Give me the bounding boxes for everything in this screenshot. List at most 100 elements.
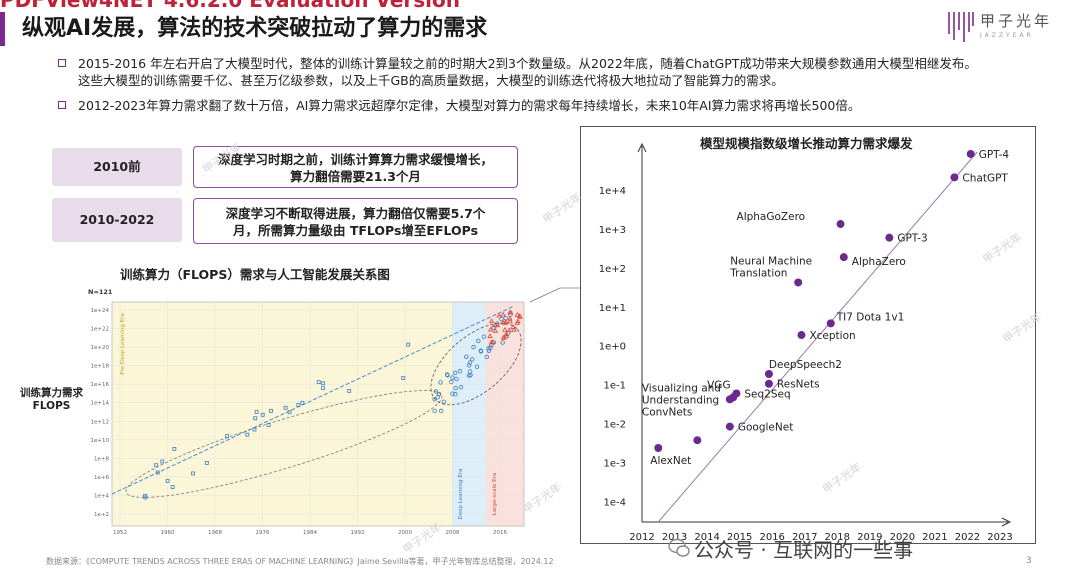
left-y-tick: 1e+18 xyxy=(91,364,110,370)
y-tick-label: 1e-2 xyxy=(604,420,627,431)
left-y-tick: 1e+6 xyxy=(94,475,109,481)
y-tick-label: 1e+0 xyxy=(599,342,626,353)
data-point xyxy=(725,395,734,404)
left-chart-marker xyxy=(503,333,510,339)
page-number: 3 xyxy=(1026,556,1032,566)
left-chart-marker xyxy=(449,379,454,385)
left-y-tick: 1e+16 xyxy=(91,382,110,388)
left-chart-marker xyxy=(401,376,406,381)
y-tick-label: 1e+4 xyxy=(599,186,626,197)
era-label: Deep Learning Era xyxy=(458,469,464,520)
data-point-label: GPT-3 xyxy=(897,233,927,245)
data-point-label: ChatGPT xyxy=(962,172,1008,184)
logo-subtext: JAZZYEAR xyxy=(980,32,1034,39)
left-y-tick: 1e+14 xyxy=(91,401,110,407)
left-chart-marker xyxy=(471,344,476,350)
data-point-label: AlphaGoZero xyxy=(737,211,806,223)
chart-connector-line xyxy=(529,287,584,303)
left-y-tick: 1e+10 xyxy=(91,438,110,444)
left-chart-marker xyxy=(406,342,411,347)
right-chart-title: 模型规模指数级增长推动算力需求爆发 xyxy=(700,136,913,151)
left-y-tick: 1e+20 xyxy=(91,345,110,351)
data-point xyxy=(885,233,894,242)
data-point-label: Seq2Seq xyxy=(744,388,790,400)
era-desc-line: 月，所需算力量级由 TFLOPs增至EFLOPs xyxy=(232,223,479,238)
wechat-account-label: 公众号 · 互联网的一些事 xyxy=(694,538,914,562)
data-point-label: AlphaZero xyxy=(852,256,906,268)
wechat-icon xyxy=(668,538,690,557)
left-chart-marker xyxy=(453,386,458,391)
era-tag-pre-2010: 2010前 xyxy=(52,148,182,186)
logo-mark-icon xyxy=(948,12,974,42)
left-chart-marker xyxy=(496,312,502,318)
left-x-tick: 2016 xyxy=(493,530,507,536)
left-chart-marker xyxy=(433,389,439,394)
left-x-tick: 1960 xyxy=(161,530,175,536)
left-chart-marker xyxy=(450,375,455,380)
left-chart-marker xyxy=(494,322,501,328)
bullet-text: 2015-2016 年左右开启了大模型时代，整体的训练计算量较之前的时期大2到3… xyxy=(78,56,977,71)
left-chart-marker xyxy=(487,326,494,332)
trend-line xyxy=(657,151,978,523)
data-point xyxy=(764,370,773,378)
y-tick-label: 1e-4 xyxy=(604,498,627,509)
left-chart-marker xyxy=(490,339,496,344)
y-tick-label: 1e+1 xyxy=(599,303,626,314)
left-chart-marker xyxy=(454,376,459,382)
left-chart-marker xyxy=(511,326,517,332)
left-chart-marker xyxy=(253,416,258,421)
y-tick-label: 1e-3 xyxy=(604,459,627,470)
logo-text: 甲子光年 xyxy=(980,12,1053,30)
left-chart-marker xyxy=(436,391,442,397)
data-point xyxy=(725,422,734,431)
y-tick-label: 1e+3 xyxy=(599,225,626,236)
data-point xyxy=(950,173,959,182)
left-x-tick: 1952 xyxy=(113,530,127,536)
left-chart-marker xyxy=(453,392,458,397)
data-point-label: Visualizing and Understanding ConvNets xyxy=(642,382,721,418)
era-tag-2010-2022: 2010-2022 xyxy=(52,198,182,242)
x-tick-label: 2013 xyxy=(662,532,687,543)
x-tick-label: 2016 xyxy=(759,532,784,543)
source-note: 数据来源：《COMPUTE TRENDS ACROSS THREE ERAS O… xyxy=(46,557,554,566)
left-chart-marker xyxy=(514,311,521,317)
left-chart-marker xyxy=(444,372,450,377)
x-tick-label: 2014 xyxy=(694,532,719,543)
left-y-tick: 1e+24 xyxy=(91,308,110,314)
left-x-tick: 1976 xyxy=(256,530,270,536)
era-description-2010-2022: 深度学习不断取得进展，算力翻倍仅需要5.7个 月，所需算力量级由 TFLOPs增… xyxy=(193,198,518,244)
x-tick-label: 2018 xyxy=(825,532,850,543)
left-x-tick: 2008 xyxy=(446,530,460,536)
left-chart-marker xyxy=(245,432,250,437)
left-chart-marker xyxy=(143,495,148,500)
left-chart-marker xyxy=(160,459,165,464)
era-desc-line: 深度学习不断取得进展，算力翻倍仅需要5.7个 xyxy=(225,206,486,221)
data-point xyxy=(826,319,835,328)
y-tick-label: 1e+2 xyxy=(599,264,626,275)
watermark: 甲子光年 xyxy=(540,190,585,227)
left-chart-marker xyxy=(500,311,506,317)
left-chart-marker xyxy=(191,471,195,476)
data-point xyxy=(732,389,741,398)
data-point xyxy=(764,379,773,388)
left-x-tick: 1992 xyxy=(351,530,365,536)
y-axis-arrow xyxy=(637,142,647,153)
left-chart-marker xyxy=(507,315,513,321)
left-chart-marker xyxy=(316,380,321,385)
left-trend-line xyxy=(111,305,515,495)
left-chart-marker xyxy=(432,396,437,402)
x-tick-label: 2021 xyxy=(922,532,947,543)
right-scatter-chart: 1e+4 1e+3 1e+2 1e+1 1e+0 1e-1 1e-2 1e-3 1e-4 201… xyxy=(599,142,1013,543)
era-description-pre-2010: 深度学习时期之前，训练计算算力需求缓慢增长， 算力翻倍需要21.3个月 xyxy=(193,146,518,188)
left-chart-title: 训练算力（FLOPS）需求与人工智能发展关系图 xyxy=(120,267,390,282)
left-chart-marker xyxy=(438,408,444,414)
left-chart-marker xyxy=(321,381,325,386)
x-tick-label: 2023 xyxy=(987,532,1012,543)
data-point xyxy=(966,149,975,158)
left-y-tick: 1e+4 xyxy=(94,493,109,499)
left-chart-marker xyxy=(296,403,301,407)
x-tick-label: 2019 xyxy=(857,532,882,543)
left-chart-marker xyxy=(269,408,273,413)
data-point xyxy=(693,436,702,445)
data-point-label: GoogleNet xyxy=(738,422,793,434)
